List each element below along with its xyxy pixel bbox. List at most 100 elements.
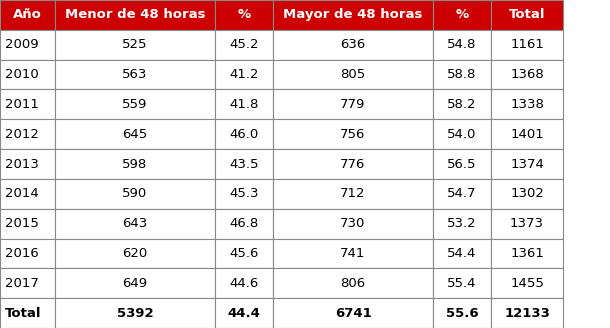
Text: 54.7: 54.7 [447, 187, 477, 200]
Text: 54.4: 54.4 [447, 247, 476, 260]
Text: 756: 756 [340, 128, 365, 141]
Bar [0, 119, 55, 149]
Text: 44.4: 44.4 [228, 307, 260, 319]
Bar [55, 298, 215, 328]
Bar [273, 179, 433, 209]
Text: 645: 645 [123, 128, 148, 141]
Bar [0, 268, 55, 298]
Text: 2017: 2017 [5, 277, 39, 290]
Bar [273, 90, 433, 119]
Text: 2016: 2016 [5, 247, 38, 260]
Bar [491, 0, 563, 30]
Text: 1455: 1455 [510, 277, 544, 290]
Bar [491, 179, 563, 209]
Text: 806: 806 [340, 277, 365, 290]
Text: 45.3: 45.3 [229, 187, 259, 200]
Text: 620: 620 [123, 247, 148, 260]
Bar [55, 238, 215, 268]
Bar [273, 298, 433, 328]
Text: 2010: 2010 [5, 68, 38, 81]
Text: Año: Año [13, 9, 42, 21]
Text: 1338: 1338 [510, 98, 544, 111]
Bar [215, 60, 273, 90]
Text: 1368: 1368 [510, 68, 544, 81]
Bar [55, 268, 215, 298]
Bar [55, 60, 215, 90]
Text: 730: 730 [340, 217, 365, 230]
Text: 2015: 2015 [5, 217, 39, 230]
Text: 590: 590 [123, 187, 148, 200]
Text: 643: 643 [123, 217, 148, 230]
Bar [215, 90, 273, 119]
Bar [433, 90, 491, 119]
Bar [215, 149, 273, 179]
Text: Mayor de 48 horas: Mayor de 48 horas [283, 9, 423, 21]
Text: 6741: 6741 [335, 307, 371, 319]
Bar [55, 30, 215, 60]
Bar [491, 60, 563, 90]
Bar [491, 90, 563, 119]
Bar [433, 60, 491, 90]
Bar [0, 209, 55, 238]
Text: 2012: 2012 [5, 128, 39, 141]
Bar [55, 179, 215, 209]
Text: 1161: 1161 [510, 38, 544, 51]
Bar [433, 238, 491, 268]
Text: 776: 776 [340, 157, 365, 171]
Bar [491, 149, 563, 179]
Bar [273, 0, 433, 30]
Text: 712: 712 [340, 187, 366, 200]
Bar [491, 30, 563, 60]
Bar [433, 119, 491, 149]
Bar [491, 238, 563, 268]
Bar [433, 298, 491, 328]
Bar [433, 209, 491, 238]
Bar [0, 30, 55, 60]
Text: Total: Total [509, 9, 545, 21]
Text: 649: 649 [123, 277, 148, 290]
Text: 563: 563 [123, 68, 148, 81]
Bar [55, 0, 215, 30]
Bar [0, 0, 55, 30]
Bar [215, 298, 273, 328]
Bar [433, 30, 491, 60]
Text: 53.2: 53.2 [447, 217, 477, 230]
Text: 46.0: 46.0 [229, 128, 259, 141]
Bar [491, 119, 563, 149]
Text: 54.8: 54.8 [447, 38, 476, 51]
Text: 55.6: 55.6 [446, 307, 478, 319]
Text: 2013: 2013 [5, 157, 39, 171]
Text: 41.8: 41.8 [229, 98, 259, 111]
Text: Menor de 48 horas: Menor de 48 horas [65, 9, 205, 21]
Bar [215, 209, 273, 238]
Text: 1361: 1361 [510, 247, 544, 260]
Text: 44.6: 44.6 [229, 277, 259, 290]
Text: 58.2: 58.2 [447, 98, 477, 111]
Text: 5392: 5392 [117, 307, 153, 319]
Bar [433, 149, 491, 179]
Bar [433, 179, 491, 209]
Text: 58.8: 58.8 [447, 68, 476, 81]
Text: 2011: 2011 [5, 98, 39, 111]
Text: 559: 559 [123, 98, 148, 111]
Bar [491, 209, 563, 238]
Text: 2014: 2014 [5, 187, 38, 200]
Text: 779: 779 [340, 98, 365, 111]
Bar [491, 268, 563, 298]
Text: 12133: 12133 [504, 307, 550, 319]
Text: 1374: 1374 [510, 157, 544, 171]
Bar [215, 30, 273, 60]
Text: %: % [237, 9, 251, 21]
Text: 45.2: 45.2 [229, 38, 259, 51]
Bar [215, 238, 273, 268]
Bar [433, 0, 491, 30]
Bar [55, 90, 215, 119]
Text: 54.0: 54.0 [447, 128, 476, 141]
Bar [491, 298, 563, 328]
Text: 41.2: 41.2 [229, 68, 259, 81]
Text: 598: 598 [123, 157, 148, 171]
Bar [215, 0, 273, 30]
Text: %: % [456, 9, 468, 21]
Bar [273, 119, 433, 149]
Bar [273, 149, 433, 179]
